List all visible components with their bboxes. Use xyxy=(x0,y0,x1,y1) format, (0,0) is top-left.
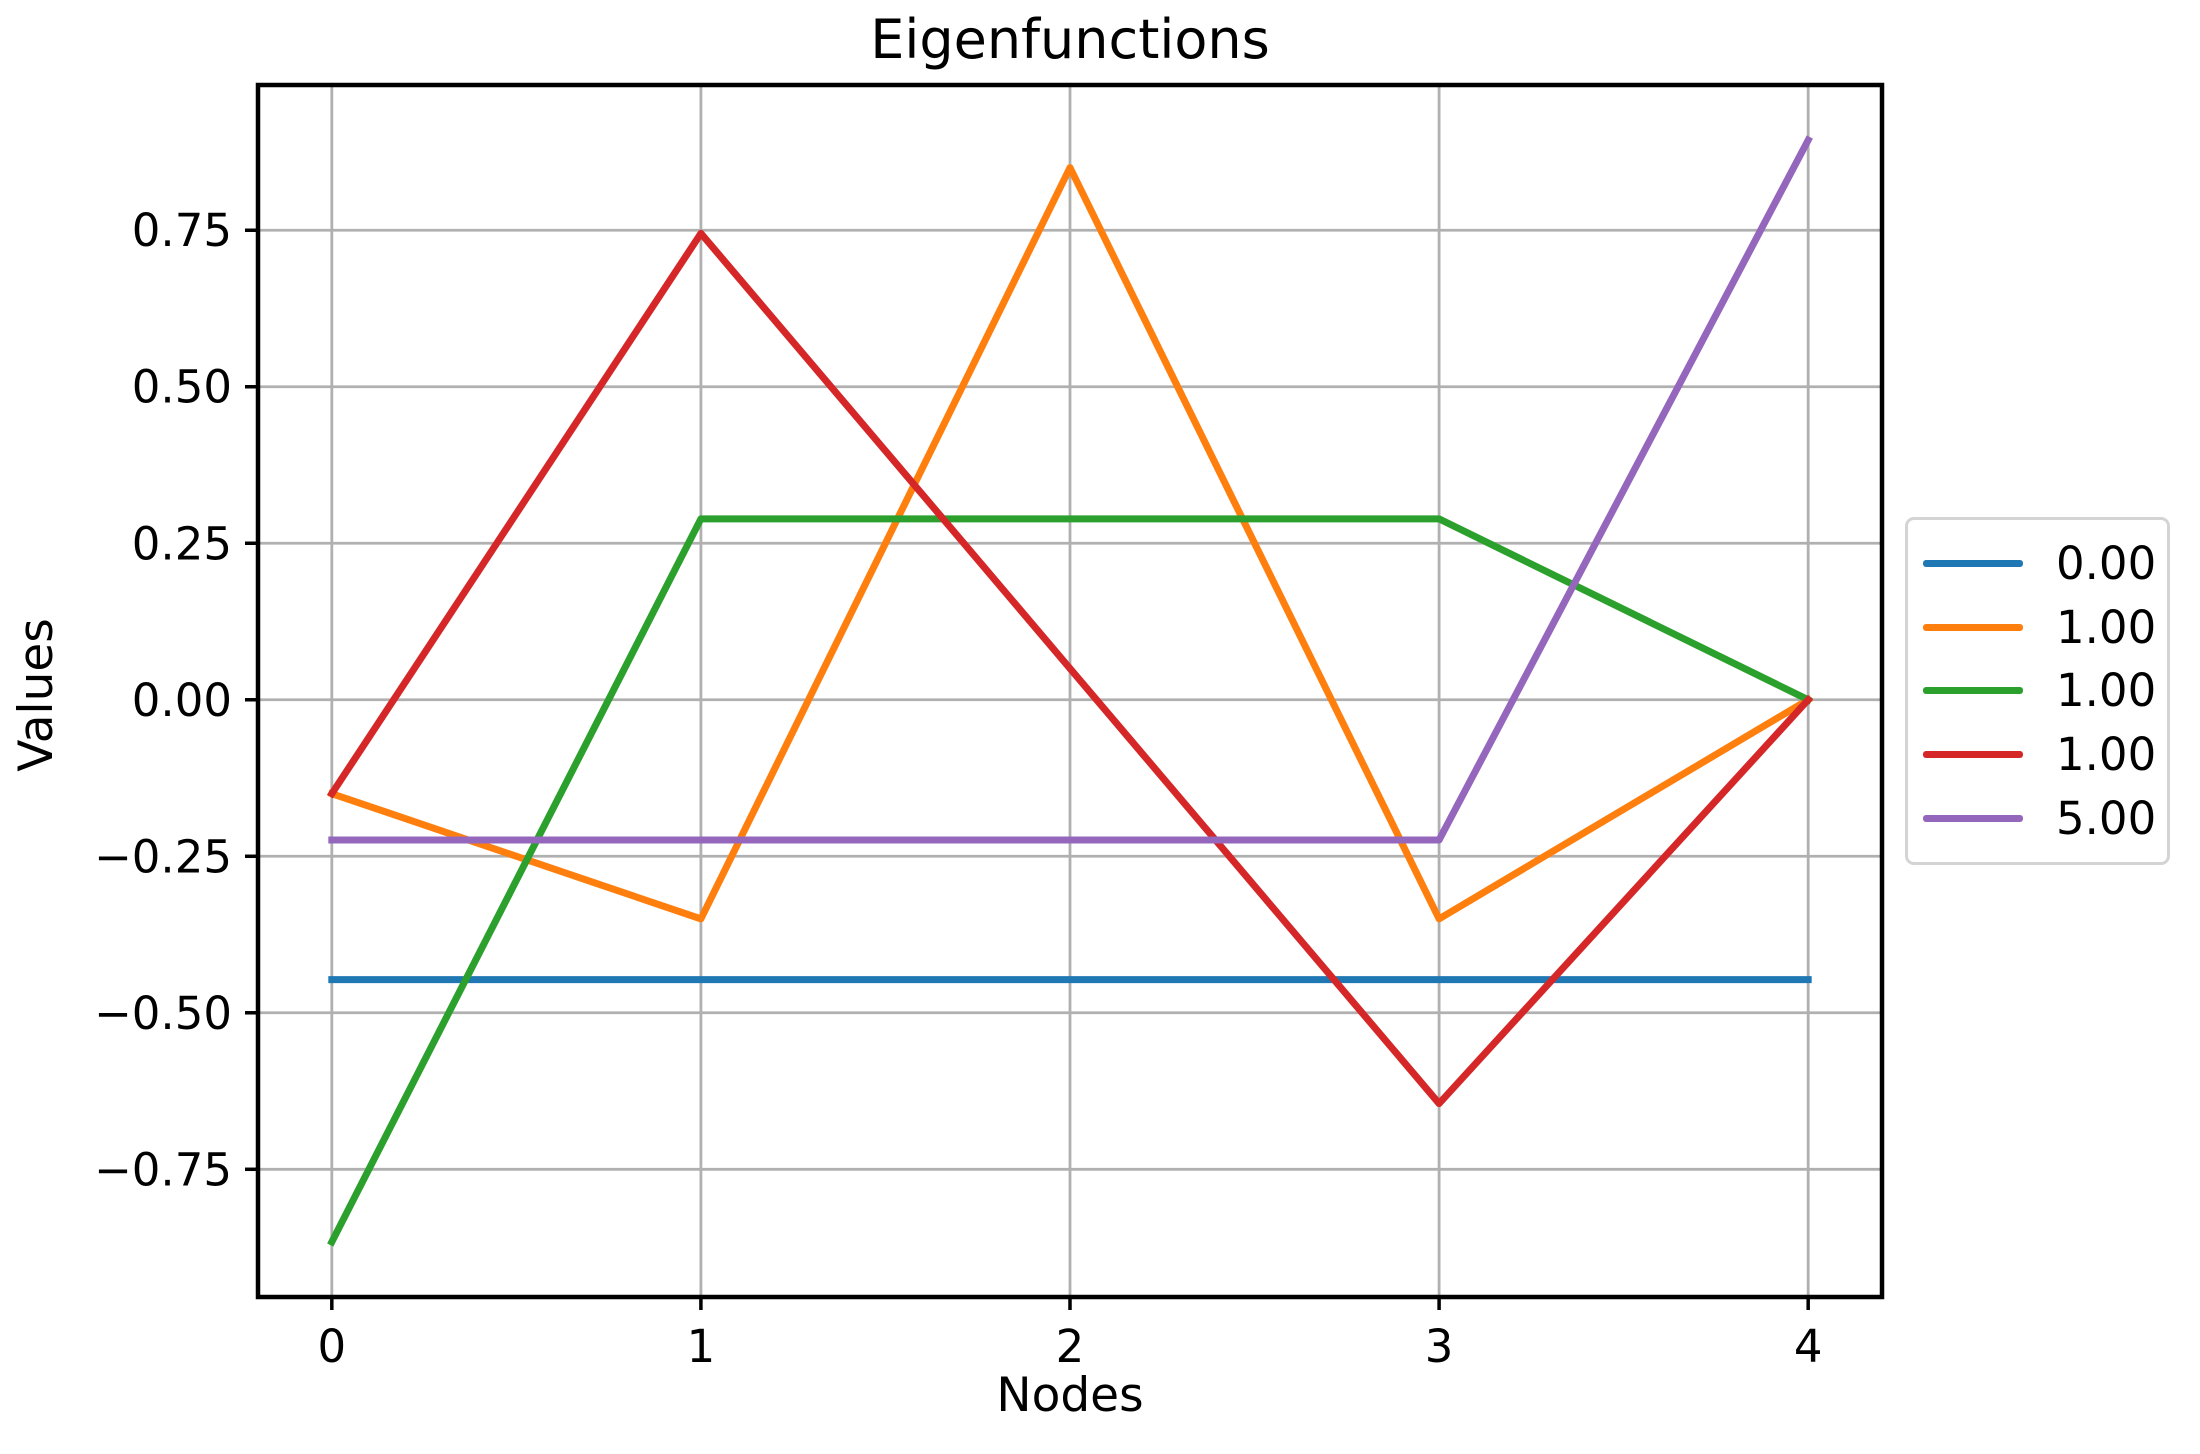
y-tick-label: 0.00 xyxy=(132,674,232,727)
chart-title: Eigenfunctions xyxy=(870,8,1270,71)
legend-label: 1.00 xyxy=(2056,664,2157,718)
legend: 0.00 1.00 1.00 1.00 5.00 xyxy=(1905,517,2170,865)
legend-swatch xyxy=(1923,623,2023,631)
legend-item: 1.00 xyxy=(1908,732,2167,777)
x-tick-label: 3 xyxy=(1425,1320,1454,1373)
legend-item: 1.00 xyxy=(1908,668,2167,713)
series-line-3 xyxy=(326,229,1814,1108)
legend-label: 5.00 xyxy=(2056,791,2157,845)
legend-label: 0.00 xyxy=(2056,537,2157,591)
legend-swatch xyxy=(1923,560,2023,568)
legend-swatch xyxy=(1923,687,2023,695)
legend-label: 1.00 xyxy=(2056,728,2157,782)
x-axis-label: Nodes xyxy=(996,1368,1144,1423)
y-tick-label: −0.75 xyxy=(94,1143,232,1196)
y-tick-label: −0.25 xyxy=(94,830,232,883)
y-tick-label: 0.25 xyxy=(132,517,232,570)
legend-item: 5.00 xyxy=(1908,796,2167,841)
x-tick-label: 2 xyxy=(1056,1320,1085,1373)
x-tick-label: 1 xyxy=(687,1320,716,1373)
legend-swatch xyxy=(1923,751,2023,759)
series-line-1 xyxy=(327,164,1813,923)
legend-swatch xyxy=(1923,814,2023,822)
legend-item: 0.00 xyxy=(1908,541,2167,586)
y-tick-label: −0.50 xyxy=(94,987,232,1040)
series-line-2 xyxy=(327,515,1813,1247)
legend-item: 1.00 xyxy=(1908,605,2167,650)
x-tick-label: 4 xyxy=(1794,1320,1823,1373)
x-tick-label: 0 xyxy=(317,1320,346,1373)
y-tick-label: 0.75 xyxy=(132,204,232,257)
y-axis-label: Values xyxy=(9,618,64,772)
y-tick-label: 0.50 xyxy=(132,361,232,414)
series-line-4 xyxy=(328,135,1813,844)
legend-label: 1.00 xyxy=(2056,600,2157,654)
